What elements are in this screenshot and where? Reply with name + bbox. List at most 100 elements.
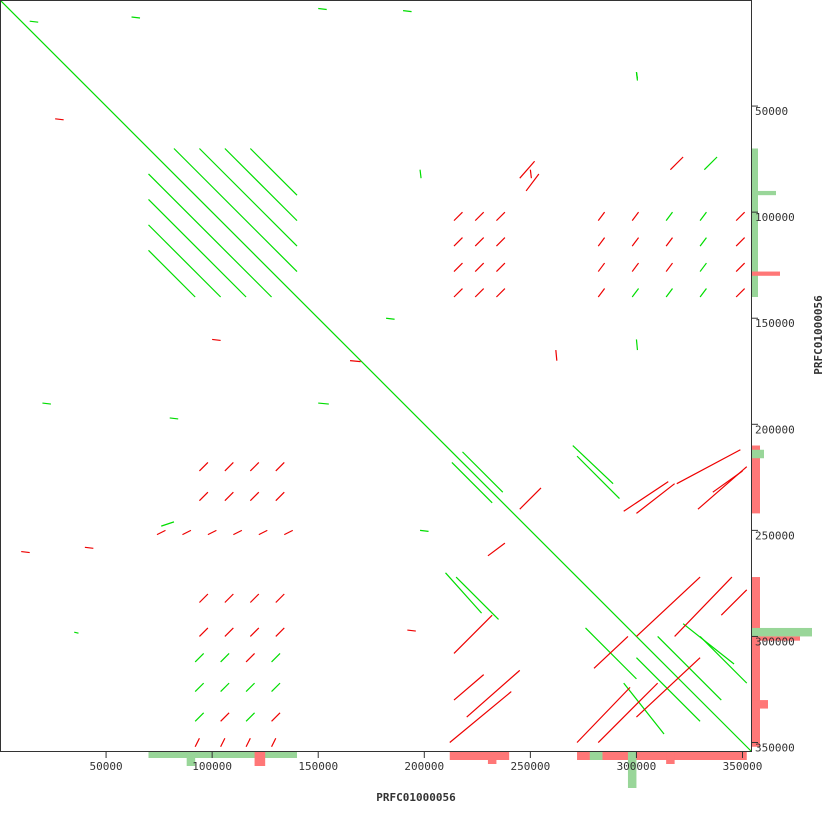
forward-match-segment [318,7,327,11]
forward-match-segment [173,148,298,272]
forward-match-segment [245,682,256,693]
forward-match-segment [249,148,298,196]
reverse-match-segment [224,491,234,502]
reverse-match-segment [198,462,209,472]
reverse-match-segment [156,529,166,536]
forward-match-segment [224,148,298,222]
forward-match-segment [148,198,247,298]
reverse-match-segment [669,156,684,171]
y-tick-label: 300000 [755,635,795,648]
reverse-match-segment [194,738,200,748]
reverse-match-segment [665,237,673,247]
reverse-match-segment [453,237,463,247]
reverse-match-segment [453,674,485,701]
forward-match-segment [29,20,39,23]
reverse-match-segment [407,629,416,632]
x-tick-label: 200000 [404,760,444,773]
x-coverage-bar [487,752,497,764]
reverse-match-segment [249,627,260,637]
reverse-match-segment [597,262,606,272]
reverse-match-segment [349,360,361,363]
forward-match-segment [635,339,639,351]
x-coverage-bar [577,752,747,760]
reverse-match-segment [474,262,485,272]
y-coverage-bar [752,445,760,514]
reverse-match-segment [636,657,701,718]
x-tick-label: 300000 [617,760,657,773]
forward-match-segment [699,288,707,298]
x-tick-label: 350000 [723,760,763,773]
forward-match-segment [194,712,205,722]
reverse-match-segment [676,449,741,485]
forward-match-segment [245,712,256,722]
x-coverage-bar [627,752,637,788]
reverse-match-segment [453,288,463,298]
forward-match-segment [462,451,504,493]
reverse-match-segment [597,682,659,743]
forward-match-segment [699,211,707,221]
x-tick-label: 50000 [90,760,123,773]
reverse-match-segment [224,462,234,472]
reverse-match-segment [597,211,606,221]
forward-match-segment [451,462,493,504]
reverse-match-segment [631,262,640,272]
y-coverage-bar [752,190,776,196]
reverse-match-segment [631,237,640,247]
forward-match-segment [386,317,395,320]
reverse-match-segment [636,483,675,514]
reverse-match-segment [576,686,631,743]
forward-match-segment [220,652,230,663]
reverse-match-segment [449,691,512,743]
reverse-match-segment [735,211,746,222]
reverse-match-segment [275,462,285,472]
y-axis: 50000 100000 150000 200000 250000 300000 35000… [751,105,795,755]
x-coverage-bar [666,752,675,764]
reverse-match-segment [198,593,209,603]
reverse-match-segment [495,211,506,222]
forward-match-segment [148,224,222,298]
x-coverage-bar [254,752,266,766]
reverse-match-segment [593,636,629,669]
y-coverage-bar [752,449,764,459]
reverse-match-segment [198,627,209,637]
reverse-match-segment [55,118,64,121]
forward-match-segment [169,417,179,420]
forward-match-segment [403,10,412,13]
reverse-match-segment [495,262,506,272]
coverage-histograms [148,148,812,788]
reverse-match-segment [249,462,260,472]
reverse-match-segment [735,288,746,298]
reverse-match-segment [453,262,463,272]
forward-match-segment [572,445,614,485]
forward-match-segment [576,455,620,499]
forward-match-segment [682,623,735,665]
y-tick-label: 50000 [755,105,788,118]
forward-match-segment [194,652,205,663]
forward-match-segment [0,0,752,752]
reverse-match-segment [519,487,542,510]
reverse-match-segment [245,652,256,663]
x-tick-label: 100000 [192,760,232,773]
reverse-match-segment [233,529,243,536]
reverse-match-segment [249,593,260,603]
reverse-match-segment [529,169,532,179]
reverse-match-segment [84,546,94,549]
reverse-match-segment [275,491,285,502]
reverse-match-segment [198,491,209,502]
reverse-match-segment [182,529,192,536]
x-coverage-bar [148,752,298,758]
forward-match-segment [703,156,718,171]
y-tick-label: 250000 [755,529,795,542]
forward-match-segment [585,627,637,680]
reverse-match-segment [623,481,669,512]
forward-match-segment [419,529,429,532]
x-coverage-bar [589,752,603,760]
reverse-match-segment [665,262,673,272]
forward-match-segment [631,288,640,298]
y-tick-label: 150000 [755,317,795,330]
forward-match-segment [161,521,175,527]
forward-match-segment [623,682,665,735]
reverse-match-segment [224,593,234,603]
x-tick-label: 250000 [510,760,550,773]
